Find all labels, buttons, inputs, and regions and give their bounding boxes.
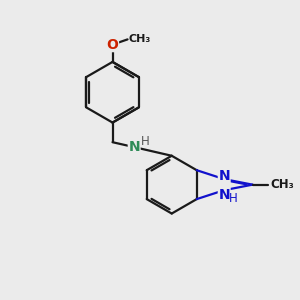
Text: N: N bbox=[218, 169, 230, 183]
Text: O: O bbox=[106, 38, 119, 52]
Text: N: N bbox=[218, 188, 230, 202]
Text: H: H bbox=[141, 135, 149, 148]
Text: CH₃: CH₃ bbox=[129, 34, 151, 44]
Text: H: H bbox=[229, 192, 238, 205]
Text: CH₃: CH₃ bbox=[270, 178, 294, 191]
Text: N: N bbox=[128, 140, 140, 154]
